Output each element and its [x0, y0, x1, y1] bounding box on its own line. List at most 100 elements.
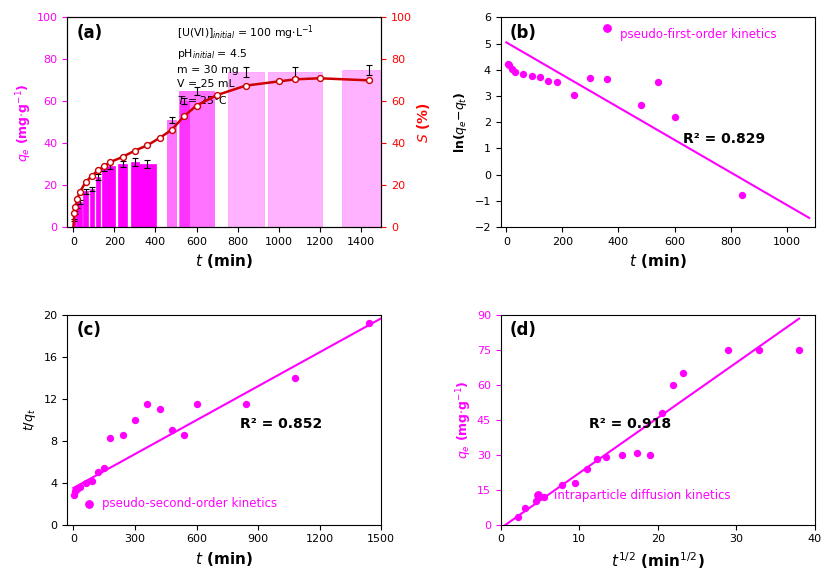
Point [190, 101, 203, 110]
Point [651, 77, 664, 86]
Y-axis label: $q_e$ (mg$\cdot$g$^{-1}$): $q_e$ (mg$\cdot$g$^{-1}$) [454, 381, 474, 459]
Bar [102, 168, 107, 227]
Point [103, 157, 117, 167]
Bar [130, 162, 139, 227]
Point [601, 75, 614, 84]
Text: (b): (b) [510, 24, 537, 42]
Point [165, 125, 179, 134]
Text: (a): (a) [76, 24, 102, 42]
Point [116, 152, 129, 161]
Point [177, 430, 191, 439]
Point [140, 141, 154, 150]
Point [69, 486, 82, 496]
Point [129, 415, 142, 424]
Point [495, 519, 508, 529]
Text: R² = 0.918: R² = 0.918 [589, 417, 671, 431]
Point [584, 73, 597, 82]
X-axis label: $t^{1/2}$ (min$^{1/2}$): $t^{1/2}$ (min$^{1/2}$) [611, 550, 705, 571]
Point [73, 188, 87, 197]
Point [97, 161, 111, 171]
Point [508, 67, 522, 76]
Y-axis label: $S$ (%): $S$ (%) [415, 102, 432, 143]
Bar [343, 70, 396, 227]
Point [177, 111, 191, 121]
Point [140, 399, 154, 409]
Point [69, 202, 82, 212]
Point [550, 78, 564, 87]
Point [722, 345, 735, 354]
X-axis label: $t$ (min): $t$ (min) [196, 252, 253, 271]
Point [239, 81, 253, 90]
Point [519, 504, 533, 513]
Text: intraparticle diffusion kinetics: intraparticle diffusion kinetics [554, 489, 731, 502]
Point [153, 134, 166, 143]
Point [567, 90, 580, 100]
Y-axis label: ln($q_e$$-$$q_t$): ln($q_e$$-$$q_t$) [452, 92, 469, 153]
Point [362, 319, 375, 328]
Point [525, 71, 538, 80]
Point [792, 345, 806, 354]
Point [500, 145, 513, 154]
Point [71, 484, 84, 494]
Point [655, 408, 669, 417]
Point [92, 166, 105, 175]
Point [272, 77, 286, 86]
Bar [228, 72, 264, 227]
Point [153, 405, 166, 414]
Point [313, 73, 327, 83]
Text: (c): (c) [76, 321, 102, 339]
Point [71, 194, 84, 203]
Point [79, 478, 92, 487]
Point [580, 464, 593, 473]
Point [97, 463, 111, 473]
Bar [167, 120, 176, 227]
Bar [179, 91, 214, 227]
Point [752, 345, 765, 354]
Point [210, 90, 223, 100]
Bar [83, 191, 88, 227]
Point [288, 75, 302, 84]
Text: R² = 0.829: R² = 0.829 [683, 132, 765, 146]
Y-axis label: $q_e$ (mg$\cdot$g$^{-1}$): $q_e$ (mg$\cdot$g$^{-1}$) [14, 83, 34, 161]
Point [533, 72, 547, 82]
Point [85, 476, 98, 486]
Point [600, 452, 613, 462]
Point [92, 468, 105, 477]
Point [668, 112, 681, 121]
Text: R² = 0.852: R² = 0.852 [240, 417, 323, 431]
Bar [269, 72, 322, 227]
Text: (d): (d) [510, 321, 537, 339]
Point [735, 191, 748, 200]
Point [616, 450, 629, 459]
Point [643, 450, 656, 459]
Point [68, 491, 81, 500]
Point [634, 101, 648, 110]
Bar [96, 177, 100, 227]
Text: pseudo-second-order kinetics: pseudo-second-order kinetics [102, 497, 277, 510]
Point [555, 480, 569, 490]
Point [116, 430, 129, 439]
Bar [75, 212, 76, 227]
Bar [77, 202, 81, 227]
Point [79, 177, 92, 187]
Point [68, 209, 81, 218]
Point [529, 497, 543, 506]
Point [239, 399, 253, 409]
Point [85, 171, 98, 180]
Point [362, 76, 375, 85]
Point [569, 478, 582, 487]
Point [537, 492, 550, 501]
Point [502, 61, 516, 70]
X-axis label: $t$ (min): $t$ (min) [196, 550, 253, 568]
Point [542, 76, 555, 86]
Y-axis label: $t$/$q_t$: $t$/$q_t$ [22, 408, 38, 431]
Point [517, 69, 530, 78]
Point [512, 512, 525, 521]
Point [66, 519, 80, 528]
Point [501, 59, 514, 69]
Bar [76, 206, 78, 227]
Bar [90, 189, 94, 227]
Point [190, 399, 203, 409]
Point [73, 482, 87, 491]
Point [505, 64, 518, 73]
